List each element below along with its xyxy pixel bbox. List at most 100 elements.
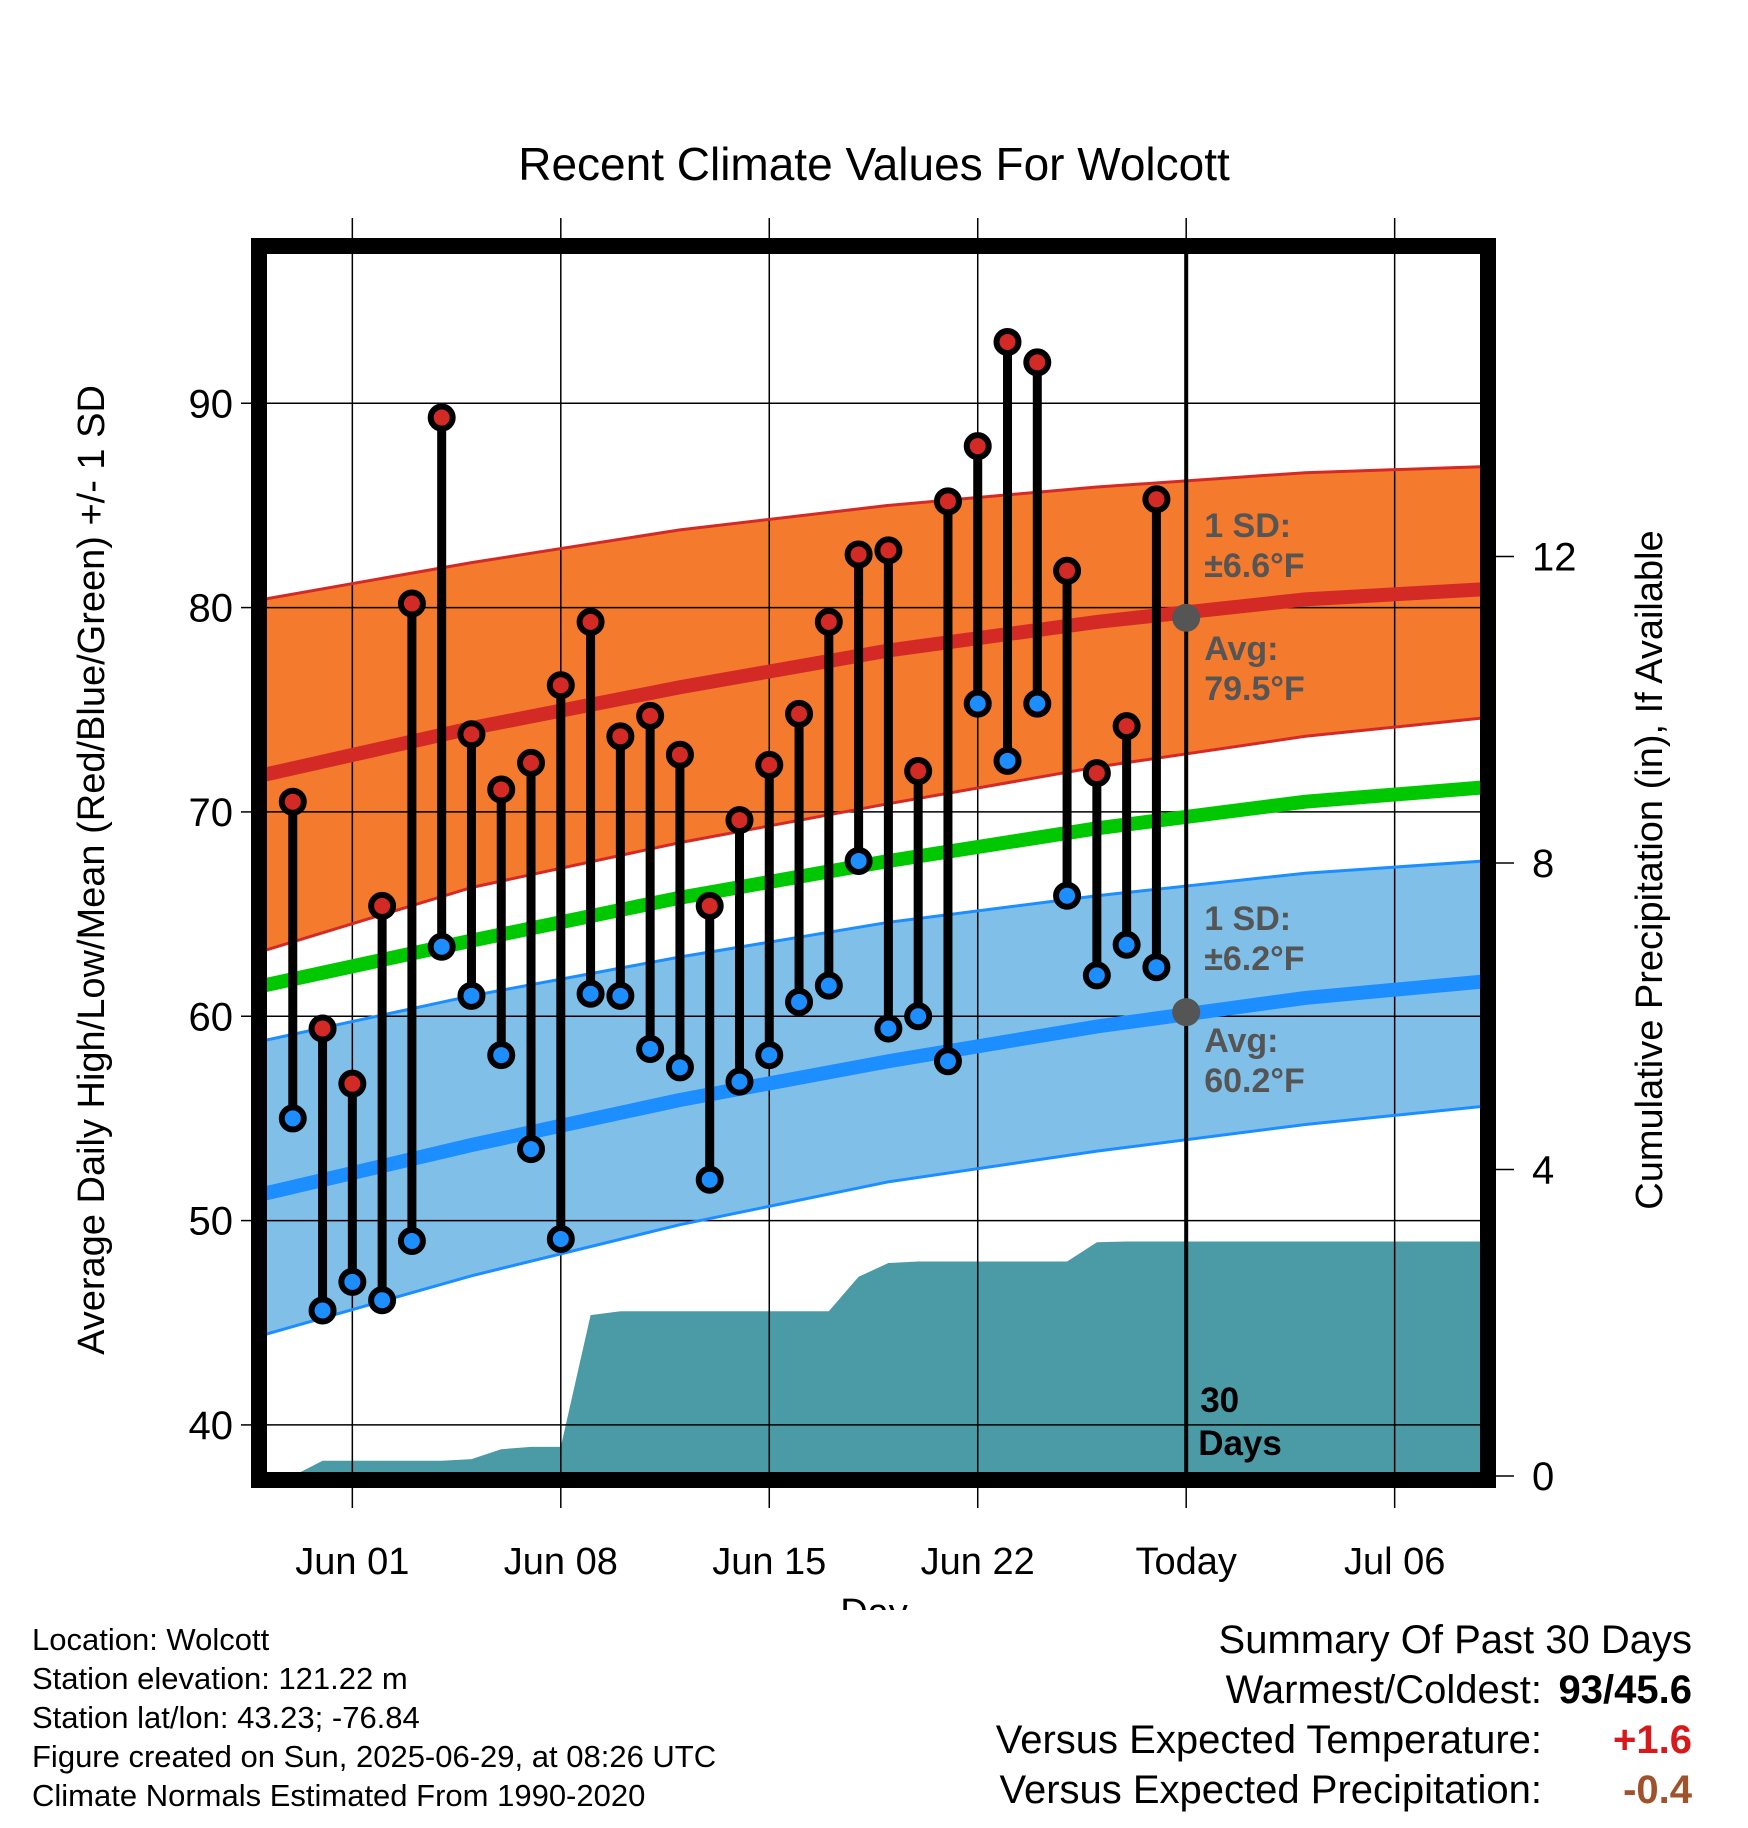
daily-high-point xyxy=(308,1014,337,1043)
daily-high-point xyxy=(814,607,843,636)
x-tick-label: Today xyxy=(1135,1541,1236,1583)
today-high-avg-marker xyxy=(1172,603,1201,632)
daily-low-point xyxy=(785,987,814,1016)
high-avg-label: Avg: xyxy=(1204,630,1278,668)
daily-low-point xyxy=(576,979,605,1008)
y-tick-label: 60 xyxy=(189,995,234,1039)
daily-high-point xyxy=(785,699,814,728)
window-label-number: 30 xyxy=(1200,1381,1239,1420)
summary-panel: Summary Of Past 30 Days Warmest/Coldest:… xyxy=(932,1618,1692,1818)
daily-low-point xyxy=(368,1286,397,1315)
daily-low-point xyxy=(1023,689,1052,718)
daily-high-point xyxy=(517,748,546,777)
daily-low-point xyxy=(904,1002,933,1031)
daily-high-point xyxy=(725,806,754,835)
daily-range-sticks xyxy=(278,327,1171,1325)
y-tick-label: 90 xyxy=(189,382,234,426)
y2-tick-label: 4 xyxy=(1532,1149,1554,1193)
y-tick-label: 70 xyxy=(189,791,234,835)
daily-high-point xyxy=(695,891,724,920)
daily-high-point xyxy=(457,720,486,749)
daily-low-point xyxy=(874,1014,903,1043)
daily-low-point xyxy=(814,971,843,1000)
y2-tick-label: 8 xyxy=(1532,842,1554,886)
low-avg-label: Avg: xyxy=(1204,1022,1278,1060)
y-tick-label: 80 xyxy=(189,587,234,631)
high-sd-label: 1 SD: xyxy=(1204,507,1291,545)
daily-high-point xyxy=(993,327,1022,356)
summary-title-row: Summary Of Past 30 Days xyxy=(932,1618,1692,1668)
daily-high-point xyxy=(1112,712,1141,741)
info-location: Location: Wolcott xyxy=(32,1622,270,1657)
high-sd-value: ±6.6°F xyxy=(1204,547,1304,585)
high-avg-value: 79.5°F xyxy=(1204,670,1305,708)
y-tick-label: 50 xyxy=(189,1200,234,1244)
daily-high-point xyxy=(278,787,307,816)
y-tick-label: 40 xyxy=(189,1404,234,1448)
daily-low-point xyxy=(517,1135,546,1164)
daily-high-point xyxy=(427,403,456,432)
low-avg-value: 60.2°F xyxy=(1204,1062,1305,1100)
daily-low-point xyxy=(755,1041,784,1070)
axes: 40 50 60 70 80 90 0 4 8 12 Jun 01 Jun 08 Jun 15 Jun 2… xyxy=(189,218,1577,1583)
daily-low-point xyxy=(665,1053,694,1082)
info-latlon: Station lat/lon: 43.23; -76.84 xyxy=(32,1700,420,1735)
y2-tick-label: 12 xyxy=(1532,536,1577,580)
daily-low-point xyxy=(636,1034,665,1063)
daily-low-point xyxy=(963,689,992,718)
daily-high-point xyxy=(1082,759,1111,788)
daily-low-point xyxy=(606,981,635,1010)
daily-high-point xyxy=(755,750,784,779)
daily-low-point xyxy=(546,1224,575,1253)
daily-high-point xyxy=(487,775,516,804)
x-axis-label: Day xyxy=(840,1592,908,1610)
daily-high-point xyxy=(1053,556,1082,585)
climate-chart: Recent Climate Values For Wolcott 1 SD:±… xyxy=(71,138,1671,1610)
precip-anomaly-value: -0.4 xyxy=(1623,1768,1692,1812)
daily-high-point xyxy=(636,701,665,730)
daily-high-point xyxy=(844,540,873,569)
daily-low-point xyxy=(1112,930,1141,959)
low-band-lower-edge xyxy=(263,1104,1484,1337)
info-elevation: Station elevation: 121.22 m xyxy=(32,1661,408,1696)
summary-title: Summary Of Past 30 Days xyxy=(1218,1618,1692,1662)
daily-low-point xyxy=(933,1047,962,1076)
y2-tick-label: 0 xyxy=(1532,1455,1554,1499)
warmest-coldest-value: 93/45.6 xyxy=(1558,1668,1692,1712)
daily-low-point xyxy=(397,1227,426,1256)
chart-title: Recent Climate Values For Wolcott xyxy=(518,138,1230,190)
daily-high-point xyxy=(874,536,903,565)
daily-low-point xyxy=(338,1267,367,1296)
normal-low-line xyxy=(263,974,1484,1201)
daily-high-point xyxy=(546,671,575,700)
x-tick-label: Jun 01 xyxy=(295,1541,409,1583)
info-created: Figure created on Sun, 2025-06-29, at 08… xyxy=(32,1739,717,1774)
daily-low-point xyxy=(695,1165,724,1194)
x-tick-label: Jun 22 xyxy=(921,1541,1035,1583)
daily-low-point xyxy=(457,981,486,1010)
x-tick-label: Jun 08 xyxy=(504,1541,618,1583)
low-sd-band xyxy=(263,861,1484,1335)
station-info: Location: Wolcott Station elevation: 121… xyxy=(32,1620,716,1815)
low-sd-label: 1 SD: xyxy=(1204,900,1291,938)
daily-high-point xyxy=(904,757,933,786)
high-band-upper-edge xyxy=(263,465,1484,601)
today-low-avg-marker xyxy=(1172,998,1201,1027)
daily-low-point xyxy=(1053,881,1082,910)
daily-low-point xyxy=(993,746,1022,775)
daily-low-point xyxy=(725,1067,754,1096)
daily-high-point xyxy=(368,891,397,920)
daily-low-point xyxy=(1082,961,1111,990)
daily-low-point xyxy=(487,1041,516,1070)
daily-high-point xyxy=(606,722,635,751)
daily-low-point xyxy=(844,846,873,875)
daily-high-point xyxy=(665,740,694,769)
x-tick-label: Jul 06 xyxy=(1344,1541,1445,1583)
temp-anomaly-label: Versus Expected Temperature: xyxy=(995,1718,1542,1762)
summary-temp-row: Versus Expected Temperature: +1.6 xyxy=(932,1718,1692,1768)
daily-low-point xyxy=(278,1104,307,1133)
plot-frame xyxy=(251,238,1496,1488)
y-axis-label: Average Daily High/Low/Mean (Red/Blue/Gr… xyxy=(71,385,113,1355)
temp-anomaly-value: +1.6 xyxy=(1613,1718,1692,1762)
